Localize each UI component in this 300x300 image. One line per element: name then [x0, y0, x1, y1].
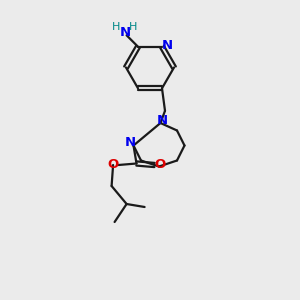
Text: O: O [154, 158, 166, 172]
Text: H: H [129, 22, 137, 32]
Text: O: O [107, 158, 119, 172]
Text: N: N [119, 26, 131, 39]
Text: H: H [112, 22, 120, 32]
Text: N: N [125, 136, 136, 149]
Text: N: N [156, 113, 168, 127]
Text: N: N [162, 39, 173, 52]
